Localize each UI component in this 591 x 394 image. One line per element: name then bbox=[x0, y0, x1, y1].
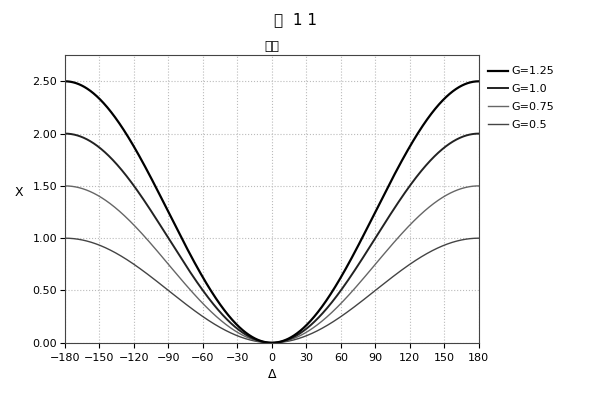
G=0.75 bbox=[262, 340, 269, 345]
G=0.75 bbox=[463, 185, 470, 190]
G=1.0 bbox=[83, 137, 90, 141]
Text: 図  1 1: 図 1 1 bbox=[274, 12, 317, 27]
Legend: G=1.25, G=1.0, G=0.75, G=0.5: G=1.25, G=1.0, G=0.75, G=0.5 bbox=[488, 67, 554, 130]
Line: G=1.0: G=1.0 bbox=[65, 134, 479, 343]
G=0.75 bbox=[388, 243, 395, 248]
G=1.0 bbox=[475, 131, 482, 136]
G=0.75 bbox=[61, 184, 69, 188]
G=1.25 bbox=[268, 340, 275, 345]
X-axis label: Δ: Δ bbox=[268, 368, 276, 381]
G=1.0 bbox=[61, 131, 69, 136]
G=0.5 bbox=[475, 236, 482, 241]
G=1.25 bbox=[475, 79, 482, 84]
G=0.5 bbox=[252, 339, 259, 344]
Y-axis label: X: X bbox=[14, 186, 23, 199]
G=1.25 bbox=[252, 336, 259, 341]
G=1.25 bbox=[83, 85, 90, 90]
G=0.75 bbox=[475, 184, 482, 188]
G=1.25 bbox=[463, 81, 470, 86]
G=1.0 bbox=[463, 133, 470, 138]
Line: G=1.25: G=1.25 bbox=[65, 81, 479, 343]
G=0.75 bbox=[252, 338, 259, 343]
G=1.0 bbox=[268, 340, 275, 345]
Line: G=0.75: G=0.75 bbox=[65, 186, 479, 343]
G=0.5 bbox=[463, 237, 470, 242]
Line: G=0.5: G=0.5 bbox=[65, 238, 479, 343]
G=1.0 bbox=[262, 340, 269, 345]
G=0.75 bbox=[83, 188, 90, 192]
G=0.5 bbox=[463, 237, 470, 242]
Title: 振幅: 振幅 bbox=[264, 40, 280, 53]
G=1.25 bbox=[262, 340, 269, 345]
G=0.75 bbox=[268, 340, 275, 345]
G=1.25 bbox=[61, 79, 69, 84]
G=1.0 bbox=[388, 211, 395, 216]
G=1.0 bbox=[252, 337, 259, 342]
G=1.0 bbox=[463, 133, 470, 138]
G=0.5 bbox=[262, 340, 269, 345]
G=1.25 bbox=[388, 179, 395, 184]
G=0.5 bbox=[388, 276, 395, 281]
G=0.5 bbox=[268, 340, 275, 345]
G=0.5 bbox=[83, 238, 90, 243]
G=0.75 bbox=[463, 185, 470, 190]
G=1.25 bbox=[463, 81, 470, 86]
G=0.5 bbox=[61, 236, 69, 241]
